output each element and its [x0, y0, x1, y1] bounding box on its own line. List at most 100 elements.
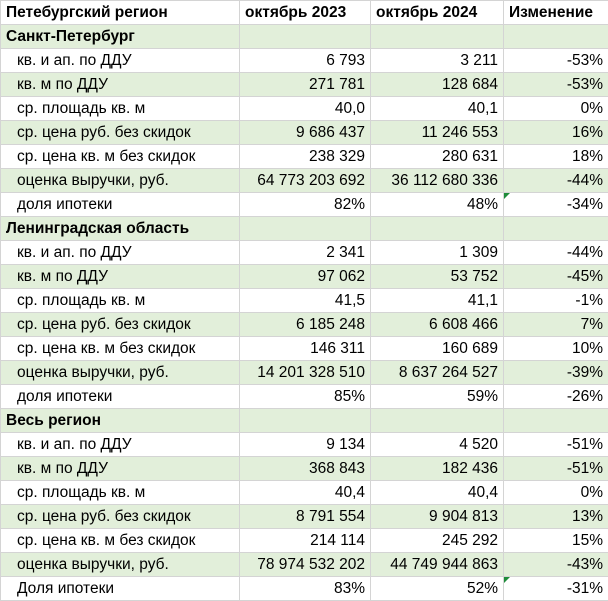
value-2023: 64 773 203 692 [240, 169, 371, 193]
row-label: ср. цена кв. м без скидок [1, 529, 240, 553]
table-row: оценка выручки, руб. 14 201 328 510 8 63… [1, 361, 608, 385]
table-row: оценка выручки, руб. 78 974 532 202 44 7… [1, 553, 608, 577]
table-row: кв. и ап. по ДДУ 9 134 4 520 -51% [1, 433, 608, 457]
value-change: -53% [504, 73, 608, 97]
header-region: Петебургский регион [1, 1, 240, 25]
row-label: кв. м по ДДУ [1, 457, 240, 481]
row-label: ср. площадь кв. м [1, 289, 240, 313]
value-2024: 53 752 [371, 265, 504, 289]
table-row: ср. цена кв. м без скидок 214 114 245 29… [1, 529, 608, 553]
table-row: ср. цена кв. м без скидок 238 329 280 63… [1, 145, 608, 169]
value-change: 0% [504, 97, 608, 121]
value-change: 0% [504, 481, 608, 505]
table-row: ср. цена руб. без скидок 6 185 248 6 608… [1, 313, 608, 337]
empty-cell [504, 217, 608, 241]
row-label: доля ипотеки [1, 193, 240, 217]
value-2023: 40,0 [240, 97, 371, 121]
section-title: Санкт-Петербург [1, 25, 240, 49]
table-row: ср. цена руб. без скидок 8 791 554 9 904… [1, 505, 608, 529]
row-label: ср. цена руб. без скидок [1, 313, 240, 337]
empty-cell [371, 409, 504, 433]
section-row-spb: Санкт-Петербург [1, 25, 608, 49]
row-label: оценка выручки, руб. [1, 169, 240, 193]
value-2023: 368 843 [240, 457, 371, 481]
value-change: 15% [504, 529, 608, 553]
section-title: Весь регион [1, 409, 240, 433]
table-row: оценка выручки, руб. 64 773 203 692 36 1… [1, 169, 608, 193]
value-change: -26% [504, 385, 608, 409]
value-change: -51% [504, 457, 608, 481]
table-row: доля ипотеки 82% 48% -34% [1, 193, 608, 217]
value-2023: 40,4 [240, 481, 371, 505]
header-october-2024: октябрь 2024 [371, 1, 504, 25]
header-row: Петебургский регион октябрь 2023 октябрь… [1, 1, 608, 25]
value-2023: 2 341 [240, 241, 371, 265]
table-row: ср. площадь кв. м 40,0 40,1 0% [1, 97, 608, 121]
table-row: ср. площадь кв. м 41,5 41,1 -1% [1, 289, 608, 313]
value-2023: 41,5 [240, 289, 371, 313]
value-2024: 160 689 [371, 337, 504, 361]
value-2024: 59% [371, 385, 504, 409]
value-change: -44% [504, 169, 608, 193]
table-row: кв. м по ДДУ 271 781 128 684 -53% [1, 73, 608, 97]
value-2024: 280 631 [371, 145, 504, 169]
table-row: ср. цена руб. без скидок 9 686 437 11 24… [1, 121, 608, 145]
row-label: ср. цена руб. без скидок [1, 121, 240, 145]
value-change: 13% [504, 505, 608, 529]
row-label: ср. цена руб. без скидок [1, 505, 240, 529]
value-2024: 1 309 [371, 241, 504, 265]
value-2024: 11 246 553 [371, 121, 504, 145]
value-change: -51% [504, 433, 608, 457]
value-change: -45% [504, 265, 608, 289]
value-2023: 97 062 [240, 265, 371, 289]
row-label: кв. и ап. по ДДУ [1, 241, 240, 265]
row-label: ср. площадь кв. м [1, 97, 240, 121]
value-2024: 4 520 [371, 433, 504, 457]
value-2023: 146 311 [240, 337, 371, 361]
value-2023: 82% [240, 193, 371, 217]
value-2024: 44 749 944 863 [371, 553, 504, 577]
value-2023: 6 185 248 [240, 313, 371, 337]
empty-cell [240, 25, 371, 49]
table-row: ср. цена кв. м без скидок 146 311 160 68… [1, 337, 608, 361]
value-2023: 14 201 328 510 [240, 361, 371, 385]
value-2023: 9 134 [240, 433, 371, 457]
empty-cell [504, 409, 608, 433]
row-label: кв. м по ДДУ [1, 265, 240, 289]
value-2023: 85% [240, 385, 371, 409]
value-change: 10% [504, 337, 608, 361]
value-2024: 245 292 [371, 529, 504, 553]
row-label: оценка выручки, руб. [1, 553, 240, 577]
value-2024: 48% [371, 193, 504, 217]
value-2023: 9 686 437 [240, 121, 371, 145]
row-label: ср. цена кв. м без скидок [1, 337, 240, 361]
value-change: 7% [504, 313, 608, 337]
empty-cell [371, 217, 504, 241]
row-label: доля ипотеки [1, 385, 240, 409]
value-change: -43% [504, 553, 608, 577]
section-row-whole-region: Весь регион [1, 409, 608, 433]
value-2024: 8 637 264 527 [371, 361, 504, 385]
row-label: кв. и ап. по ДДУ [1, 433, 240, 457]
row-label: ср. площадь кв. м [1, 481, 240, 505]
row-label: кв. м по ДДУ [1, 73, 240, 97]
row-label: ср. цена кв. м без скидок [1, 145, 240, 169]
value-change: 16% [504, 121, 608, 145]
section-row-lenobl: Ленинградская область [1, 217, 608, 241]
value-change: 18% [504, 145, 608, 169]
table-row: кв. и ап. по ДДУ 6 793 3 211 -53% [1, 49, 608, 73]
empty-cell [240, 409, 371, 433]
value-2024: 3 211 [371, 49, 504, 73]
value-change: -1% [504, 289, 608, 313]
value-2024: 128 684 [371, 73, 504, 97]
value-change: -39% [504, 361, 608, 385]
value-2024: 40,4 [371, 481, 504, 505]
value-2023: 6 793 [240, 49, 371, 73]
empty-cell [371, 25, 504, 49]
row-label: оценка выручки, руб. [1, 361, 240, 385]
value-2024: 36 112 680 336 [371, 169, 504, 193]
table-row: ср. площадь кв. м 40,4 40,4 0% [1, 481, 608, 505]
value-2024: 40,1 [371, 97, 504, 121]
